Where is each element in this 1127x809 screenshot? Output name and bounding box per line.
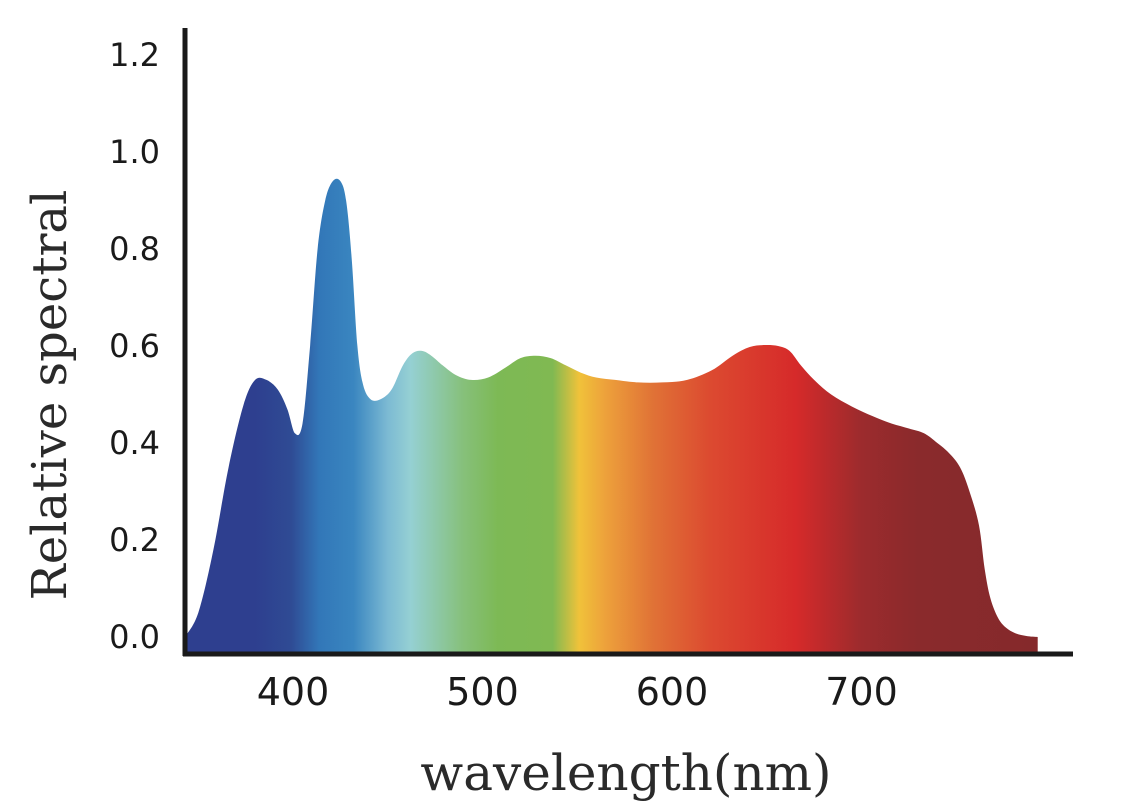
y-tick-label: 0.4 <box>109 424 160 462</box>
plot-area <box>185 178 1038 654</box>
y-tick-label: 0.8 <box>109 230 160 268</box>
y-tick-label: 0.0 <box>109 618 160 656</box>
y-tick-label: 1.2 <box>109 36 160 74</box>
x-tick-label: 700 <box>825 670 898 714</box>
x-tick-labels: 400 500 600 700 <box>257 670 898 714</box>
y-axis-title: Relative spectral <box>22 190 78 601</box>
spectrum-area <box>185 178 1038 654</box>
x-tick-label: 400 <box>257 670 330 714</box>
y-tick-labels: 0.0 0.2 0.4 0.6 0.8 1.0 1.2 <box>109 36 160 656</box>
x-tick-label: 500 <box>446 670 519 714</box>
y-tick-label: 0.2 <box>109 521 160 559</box>
x-tick-label: 600 <box>636 670 709 714</box>
y-tick-label: 1.0 <box>109 133 160 171</box>
y-tick-label: 0.6 <box>109 327 160 365</box>
x-axis-title: wavelength(nm) <box>420 744 831 802</box>
axes <box>182 28 1073 657</box>
